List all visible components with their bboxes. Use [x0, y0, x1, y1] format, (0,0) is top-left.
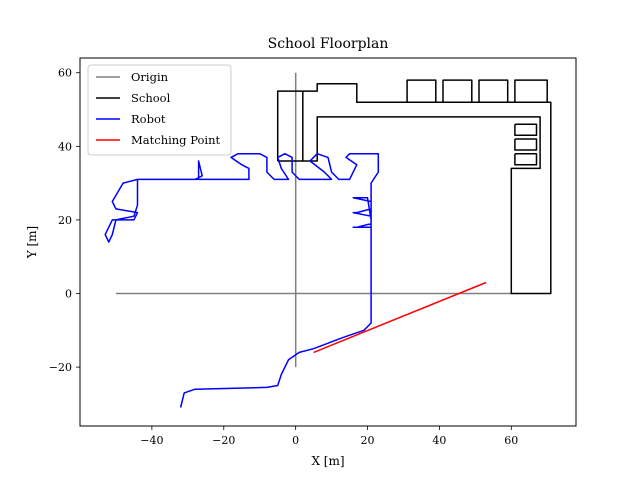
- x-tick-label: 60: [504, 434, 518, 447]
- robot-line-0: [104, 152, 380, 408]
- y-tick-label: 60: [58, 67, 72, 80]
- x-tick-label: 20: [361, 434, 375, 447]
- y-axis-label: Y [m]: [25, 226, 39, 259]
- series-layer: [104, 72, 552, 408]
- chart-title: School Floorplan: [268, 36, 389, 52]
- legend-label-robot: Robot: [131, 112, 166, 126]
- school-line-6: [514, 138, 538, 151]
- legend-label-matching-point: Matching Point: [131, 133, 220, 147]
- ticks-layer: −40 −20 0 20 40 60 −20 0 20 40 60: [49, 67, 519, 447]
- school-line-4: [514, 79, 548, 103]
- school-line-2: [442, 79, 473, 103]
- x-tick-label: −40: [140, 434, 163, 447]
- x-tick-label: 0: [292, 434, 299, 447]
- legend-label-origin: Origin: [131, 70, 169, 84]
- legend: Origin School Robot Matching Point: [87, 64, 232, 156]
- x-tick-label: −20: [212, 434, 235, 447]
- school-line-5: [514, 123, 538, 137]
- school-line-3: [478, 79, 509, 103]
- legend-box: [87, 64, 232, 156]
- school-line-7: [514, 152, 538, 166]
- y-tick-label: 20: [58, 214, 72, 227]
- y-tick-label: 0: [65, 288, 72, 301]
- x-axis-label: X [m]: [311, 454, 344, 468]
- school-line-0: [276, 83, 552, 295]
- legend-label-school: School: [131, 91, 171, 105]
- matching-point-line-0: [313, 281, 487, 354]
- y-tick-label: 40: [58, 140, 72, 153]
- y-tick-label: −20: [49, 361, 72, 374]
- school-line-1: [406, 79, 437, 103]
- x-tick-label: 40: [432, 434, 446, 447]
